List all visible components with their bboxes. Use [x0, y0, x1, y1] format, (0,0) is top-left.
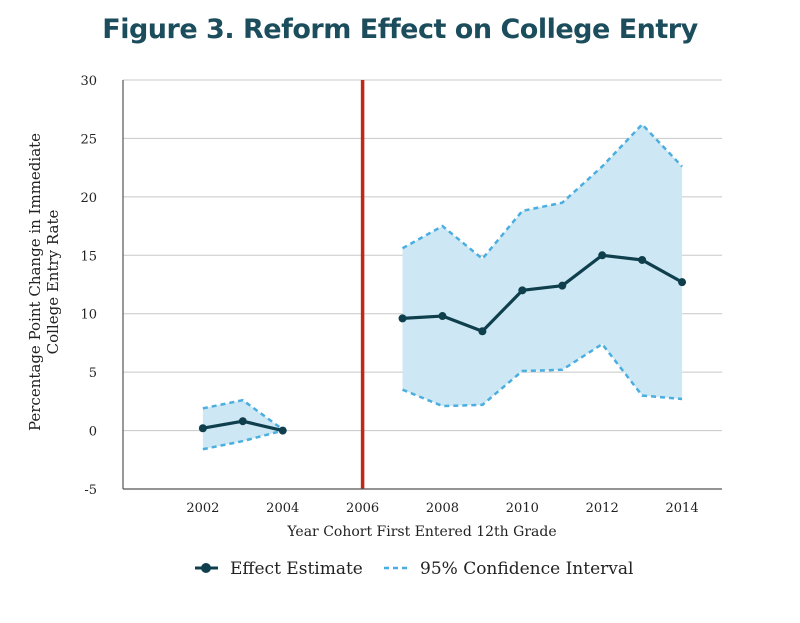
x-tick-label: 2002 [186, 501, 219, 516]
legend-estimate-label: Effect Estimate [230, 559, 363, 579]
y-tick-label: 0 [89, 425, 97, 440]
estimate-point [678, 278, 687, 287]
estimate-point [598, 251, 607, 260]
legend-ci-label: 95% Confidence Interval [420, 559, 633, 579]
y-tick-label: 20 [80, 191, 97, 206]
estimate-point [438, 312, 447, 321]
estimate-point [278, 426, 287, 435]
x-tick-label: 2004 [266, 501, 299, 516]
y-tick-label: -5 [84, 483, 97, 498]
estimate-line-2 [402, 253, 683, 333]
axes [122, 80, 722, 490]
y-tick-label: 25 [80, 132, 97, 147]
x-tick-label: 2008 [426, 501, 459, 516]
x-tick-label: 2006 [346, 501, 379, 516]
estimate-series [198, 251, 687, 435]
y-tick-label: 15 [80, 249, 97, 264]
chart-title: Figure 3. Reform Effect on College Entry [102, 14, 698, 45]
y-tick-label: 30 [80, 74, 97, 89]
x-axis-label: Year Cohort First Entered 12th Grade [286, 524, 556, 540]
x-tick-label: 2014 [666, 501, 699, 516]
confidence-bands [202, 124, 683, 450]
estimate-point [638, 255, 647, 264]
ci-upper-line-1 [202, 398, 284, 431]
x-tick-label: 2010 [506, 501, 539, 516]
ci-upper-line-2 [401, 122, 683, 261]
estimate-point [518, 286, 527, 295]
estimate-point [558, 281, 567, 290]
legend: Effect Estimate 95% Confidence Interval [195, 559, 633, 579]
ci-band-2 [402, 124, 683, 407]
x-tick-label: 2012 [586, 501, 619, 516]
ci-lower-line-1 [202, 429, 284, 451]
estimate-point [398, 314, 407, 323]
y-axis-label-line2: College Entry Rate [44, 209, 62, 354]
y-tick-label: 5 [89, 366, 97, 381]
estimate-point [198, 424, 207, 433]
y-axis-label-line1: Percentage Point Change in Immediate [26, 133, 44, 431]
tick-labels: -5 0 5 10 15 20 25 30 2002 2004 2006 2008 2010 2012 20… [80, 74, 698, 516]
confidence-interval-lines [202, 122, 683, 451]
ci-lower-line-2 [402, 342, 683, 408]
y-tick-label: 10 [80, 308, 97, 323]
estimate-point [238, 417, 247, 426]
legend-estimate-marker [201, 563, 211, 573]
estimate-point [478, 327, 487, 336]
